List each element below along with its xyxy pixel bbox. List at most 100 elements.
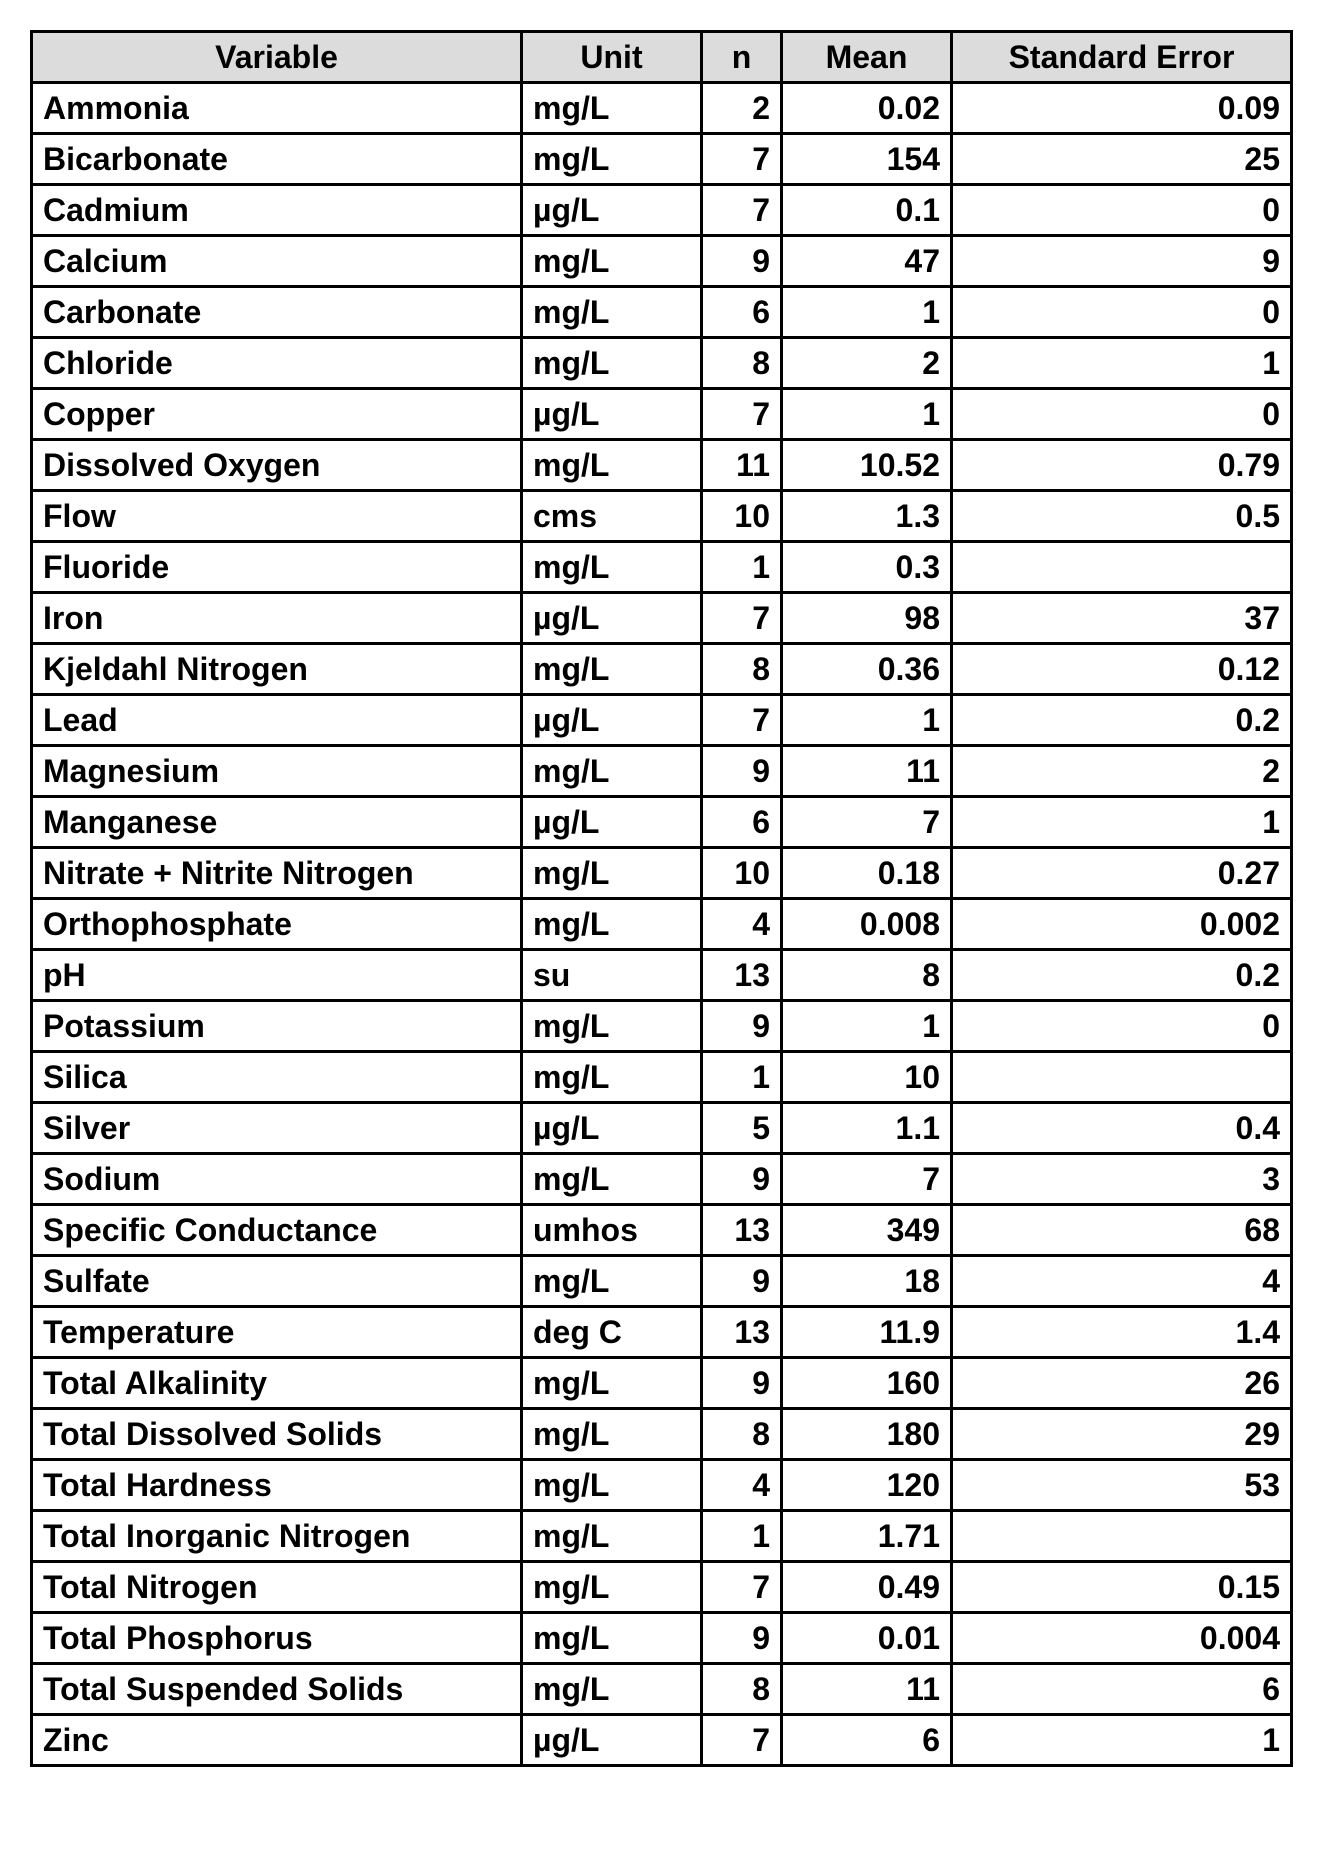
table-row: Zincµg/L761	[32, 1715, 1292, 1766]
cell-unit: cms	[522, 491, 702, 542]
cell-mean: 0.36	[782, 644, 952, 695]
cell-se: 1	[952, 1715, 1292, 1766]
table-row: Nitrate + Nitrite Nitrogenmg/L100.180.27	[32, 848, 1292, 899]
cell-se: 0	[952, 1001, 1292, 1052]
cell-se: 0.5	[952, 491, 1292, 542]
cell-unit: mg/L	[522, 746, 702, 797]
cell-se: 0	[952, 185, 1292, 236]
cell-mean: 7	[782, 797, 952, 848]
cell-unit: µg/L	[522, 593, 702, 644]
cell-mean: 7	[782, 1154, 952, 1205]
cell-mean: 1	[782, 1001, 952, 1052]
table-row: Leadµg/L710.2	[32, 695, 1292, 746]
cell-unit: mg/L	[522, 1562, 702, 1613]
cell-mean: 98	[782, 593, 952, 644]
cell-se: 0.2	[952, 950, 1292, 1001]
table-row: Bicarbonatemg/L715425	[32, 134, 1292, 185]
cell-n: 2	[702, 83, 782, 134]
cell-variable: Lead	[32, 695, 522, 746]
cell-n: 13	[702, 1205, 782, 1256]
cell-n: 6	[702, 287, 782, 338]
cell-unit: mg/L	[522, 287, 702, 338]
cell-mean: 1.1	[782, 1103, 952, 1154]
table-row: Kjeldahl Nitrogenmg/L80.360.12	[32, 644, 1292, 695]
cell-se: 0.12	[952, 644, 1292, 695]
cell-n: 11	[702, 440, 782, 491]
cell-variable: Kjeldahl Nitrogen	[32, 644, 522, 695]
cell-n: 10	[702, 848, 782, 899]
table-row: Total Suspended Solidsmg/L8116	[32, 1664, 1292, 1715]
cell-unit: deg C	[522, 1307, 702, 1358]
cell-unit: mg/L	[522, 1256, 702, 1307]
cell-mean: 1.3	[782, 491, 952, 542]
cell-unit: mg/L	[522, 1613, 702, 1664]
cell-se: 0.004	[952, 1613, 1292, 1664]
cell-mean: 6	[782, 1715, 952, 1766]
cell-variable: Total Suspended Solids	[32, 1664, 522, 1715]
cell-se: 0.27	[952, 848, 1292, 899]
table-row: Copperµg/L710	[32, 389, 1292, 440]
cell-n: 7	[702, 1562, 782, 1613]
cell-unit: mg/L	[522, 1001, 702, 1052]
cell-mean: 0.49	[782, 1562, 952, 1613]
cell-variable: Nitrate + Nitrite Nitrogen	[32, 848, 522, 899]
table-row: Total Alkalinitymg/L916026	[32, 1358, 1292, 1409]
cell-n: 9	[702, 1001, 782, 1052]
cell-mean: 11	[782, 1664, 952, 1715]
table-body: Ammoniamg/L20.020.09Bicarbonatemg/L71542…	[32, 83, 1292, 1766]
cell-mean: 154	[782, 134, 952, 185]
table-row: Total Hardnessmg/L412053	[32, 1460, 1292, 1511]
cell-unit: mg/L	[522, 236, 702, 287]
col-header-mean: Mean	[782, 32, 952, 83]
cell-se: 1	[952, 338, 1292, 389]
col-header-variable: Variable	[32, 32, 522, 83]
cell-unit: mg/L	[522, 1154, 702, 1205]
cell-se: 4	[952, 1256, 1292, 1307]
cell-se: 68	[952, 1205, 1292, 1256]
cell-se: 0.15	[952, 1562, 1292, 1613]
cell-se	[952, 542, 1292, 593]
cell-variable: Silica	[32, 1052, 522, 1103]
cell-mean: 0.01	[782, 1613, 952, 1664]
cell-n: 1	[702, 542, 782, 593]
cell-se: 0	[952, 287, 1292, 338]
cell-variable: Sulfate	[32, 1256, 522, 1307]
cell-mean: 349	[782, 1205, 952, 1256]
cell-se: 53	[952, 1460, 1292, 1511]
cell-unit: µg/L	[522, 1103, 702, 1154]
cell-n: 9	[702, 1358, 782, 1409]
cell-se: 0.4	[952, 1103, 1292, 1154]
cell-n: 8	[702, 644, 782, 695]
cell-mean: 0.1	[782, 185, 952, 236]
table-row: Ironµg/L79837	[32, 593, 1292, 644]
cell-n: 9	[702, 746, 782, 797]
table-row: Flowcms101.30.5	[32, 491, 1292, 542]
cell-mean: 8	[782, 950, 952, 1001]
cell-variable: Total Dissolved Solids	[32, 1409, 522, 1460]
water-quality-table: Variable Unit n Mean Standard Error Ammo…	[30, 30, 1293, 1767]
cell-se	[952, 1511, 1292, 1562]
table-row: Fluoridemg/L10.3	[32, 542, 1292, 593]
cell-unit: µg/L	[522, 389, 702, 440]
cell-n: 6	[702, 797, 782, 848]
cell-n: 10	[702, 491, 782, 542]
cell-se: 1	[952, 797, 1292, 848]
cell-mean: 2	[782, 338, 952, 389]
cell-variable: pH	[32, 950, 522, 1001]
cell-se: 6	[952, 1664, 1292, 1715]
cell-variable: Ammonia	[32, 83, 522, 134]
table-row: Carbonatemg/L610	[32, 287, 1292, 338]
table-row: Manganeseµg/L671	[32, 797, 1292, 848]
table-row: Total Nitrogenmg/L70.490.15	[32, 1562, 1292, 1613]
cell-n: 9	[702, 1154, 782, 1205]
cell-variable: Orthophosphate	[32, 899, 522, 950]
cell-unit: mg/L	[522, 1460, 702, 1511]
cell-mean: 180	[782, 1409, 952, 1460]
col-header-n: n	[702, 32, 782, 83]
cell-n: 1	[702, 1511, 782, 1562]
cell-n: 8	[702, 1664, 782, 1715]
table-row: Magnesiummg/L9112	[32, 746, 1292, 797]
cell-variable: Calcium	[32, 236, 522, 287]
cell-mean: 11	[782, 746, 952, 797]
cell-unit: mg/L	[522, 899, 702, 950]
